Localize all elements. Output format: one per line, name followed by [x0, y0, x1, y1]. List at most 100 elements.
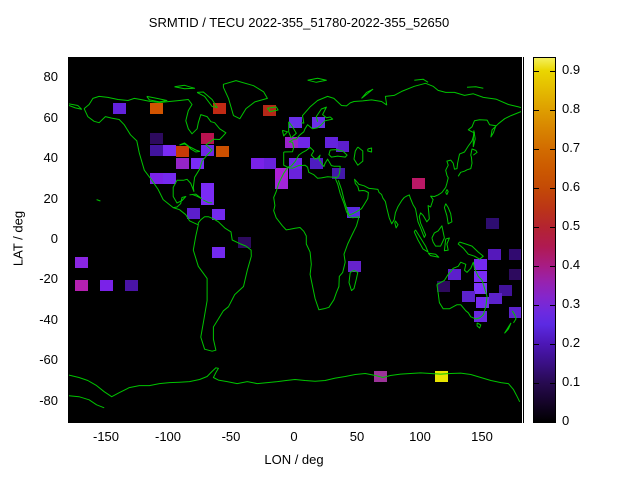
coastline-path [273, 167, 360, 311]
heatmap-cell [201, 145, 214, 156]
heatmap-cell [191, 158, 204, 169]
x-tick-label: 100 [409, 429, 431, 444]
heatmap-cell [462, 291, 475, 302]
coastline-path [457, 241, 484, 260]
heatmap-cell [275, 168, 288, 179]
heatmap-cell [163, 173, 176, 184]
colorbar-tick-label: 0.1 [562, 374, 581, 389]
coastline-path [83, 95, 227, 209]
coastline-path [203, 199, 213, 204]
y-tick-label: -60 [39, 352, 58, 367]
heatmap-cell [275, 178, 288, 189]
coastline-path [69, 367, 521, 403]
heatmap-cell [163, 145, 176, 156]
heatmap-cell [125, 280, 138, 291]
colorbar-tick [550, 383, 555, 384]
coastline-path [353, 146, 364, 166]
colorbar-tick-label: 0.2 [562, 335, 581, 350]
heatmap-cell [474, 271, 487, 282]
heatmap-cell [336, 141, 349, 152]
coastline-path [431, 225, 445, 247]
colorbar-tick [534, 188, 539, 189]
colorbar-tick-label: 0.7 [562, 140, 581, 155]
colorbar-tick-label: 0.9 [562, 62, 581, 77]
x-tick-label: 50 [349, 429, 365, 444]
y-tick-label: 20 [43, 191, 58, 206]
heatmap-cell [100, 280, 113, 291]
coastline-path [179, 142, 201, 153]
heatmap-cell [75, 280, 88, 291]
coastline-path [288, 121, 297, 139]
heatmap-cell [201, 133, 214, 144]
coastline-path [367, 147, 373, 153]
coastline-path [511, 310, 517, 324]
coastline-path [307, 77, 327, 83]
colorbar-tick [534, 227, 539, 228]
colorbar [533, 57, 556, 423]
heatmap-cell [201, 183, 214, 194]
heatmap-cell [263, 158, 276, 169]
heatmap-cell [509, 307, 521, 318]
colorbar-tick [534, 110, 539, 111]
heatmap-cell [332, 168, 345, 179]
x-axis-label: LON / deg [264, 452, 324, 467]
coastline-path [222, 80, 268, 120]
colorbar-tick [550, 227, 555, 228]
colorbar-tick [534, 71, 539, 72]
coastline-path [361, 88, 374, 99]
heatmap-cell [489, 293, 502, 304]
y-tick-label: 0 [50, 231, 58, 246]
coastline-path [146, 95, 168, 103]
colorbar-tick [550, 422, 555, 423]
heatmap-cell [75, 257, 88, 268]
heatmap-cell [486, 218, 499, 229]
coastline-path [394, 220, 399, 229]
colorbar-tick [550, 188, 555, 189]
x-tick-label: 150 [471, 429, 493, 444]
coastline-path [283, 106, 334, 153]
heatmap-cell [201, 194, 214, 205]
colorbar-tick [550, 149, 555, 150]
colorbar-tick [534, 305, 539, 306]
heatmap-cell [289, 168, 302, 179]
colorbar-tick [550, 344, 555, 345]
right-axis-line [523, 57, 524, 423]
coastline-path [196, 91, 218, 108]
heatmap-cell [435, 371, 448, 382]
colorbar-tick [550, 110, 555, 111]
heatmap-cell [238, 237, 251, 248]
coastline-path [466, 86, 484, 89]
heatmap-cell [150, 133, 163, 144]
heatmap-cell [509, 269, 521, 280]
heatmap-cell [289, 117, 302, 128]
heatmap-cell [448, 269, 461, 280]
x-tick-label: -50 [221, 429, 241, 444]
coastline-path [69, 103, 83, 110]
heatmap-cell [474, 259, 487, 270]
heatmap-cell [150, 145, 163, 156]
y-tick-label: -20 [39, 271, 58, 286]
heatmap-cell [437, 281, 450, 292]
colorbar-tick-label: 0.8 [562, 101, 581, 116]
colorbar-tick [550, 305, 555, 306]
heatmap-cell [150, 103, 163, 114]
coastline-path [83, 108, 199, 226]
coastline-path [348, 269, 359, 292]
heatmap-cell [187, 208, 200, 219]
y-tick-label: 60 [43, 110, 58, 125]
coastline-path [443, 203, 453, 225]
heatmap-cell [476, 297, 489, 308]
heatmap-cell [348, 261, 361, 272]
x-tick-label: -150 [92, 429, 120, 444]
x-tick-label: 0 [290, 429, 298, 444]
heatmap-cell [176, 146, 189, 157]
coastline-path [413, 229, 429, 253]
coastline-map [69, 77, 521, 409]
heatmap-cell [150, 173, 163, 184]
colorbar-tick-label: 0.3 [562, 296, 581, 311]
heatmap-cell [312, 117, 325, 128]
heatmap-cell [347, 207, 360, 218]
heatmap-cell [113, 103, 126, 114]
plot-title: SRMTID / TECU 2022-355_51780-2022-355_52… [148, 15, 450, 30]
